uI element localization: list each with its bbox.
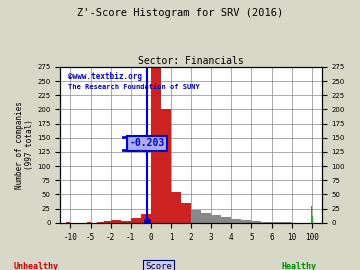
Bar: [201, 212, 211, 223]
Bar: [131, 218, 141, 223]
Bar: [111, 220, 121, 223]
Bar: [241, 220, 251, 223]
Bar: [261, 222, 271, 223]
Text: The Research Foundation of SUNY: The Research Foundation of SUNY: [68, 84, 200, 90]
Text: Healthy: Healthy: [281, 262, 316, 270]
Bar: [231, 219, 241, 223]
Bar: [282, 222, 287, 223]
Y-axis label: Number of companies
(997 total): Number of companies (997 total): [15, 101, 35, 189]
Text: ©www.textbiz.org: ©www.textbiz.org: [68, 72, 142, 81]
Bar: [86, 222, 91, 223]
Text: Score: Score: [145, 262, 172, 270]
Bar: [251, 221, 261, 223]
Bar: [312, 216, 313, 223]
Bar: [171, 192, 181, 223]
Bar: [311, 206, 312, 223]
Bar: [161, 109, 171, 223]
Bar: [191, 210, 201, 223]
Bar: [181, 203, 191, 223]
Bar: [67, 222, 71, 223]
Bar: [141, 214, 151, 223]
Bar: [211, 215, 221, 223]
Bar: [97, 222, 104, 223]
Bar: [121, 221, 131, 223]
Text: Unhealthy: Unhealthy: [14, 262, 58, 270]
Bar: [151, 67, 161, 223]
Bar: [271, 222, 276, 223]
Bar: [104, 221, 111, 223]
Title: Sector: Financials: Sector: Financials: [138, 56, 244, 66]
Text: Z'-Score Histogram for SRV (2016): Z'-Score Histogram for SRV (2016): [77, 8, 283, 18]
Bar: [287, 222, 292, 223]
Text: -0.203: -0.203: [129, 139, 165, 148]
Bar: [276, 222, 282, 223]
Bar: [221, 217, 231, 223]
